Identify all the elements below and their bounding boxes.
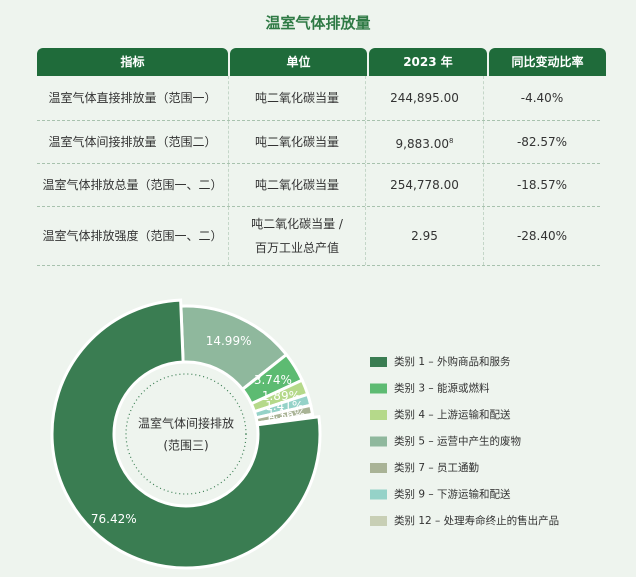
legend-swatch	[370, 489, 387, 500]
legend-label: 类别 3 – 能源或燃料	[394, 382, 490, 395]
header-cell: 2023 年	[369, 48, 487, 76]
legend-label: 类别 1 – 外购商品和服务	[394, 355, 511, 368]
cell-value: 254,778.00	[390, 178, 459, 192]
cell-text: 2.95	[411, 224, 438, 248]
slice-label: 76.42%	[91, 512, 137, 526]
table-cell: 244,895.00	[365, 76, 483, 120]
table-cell: 温室气体排放强度（范围一、二）	[37, 207, 228, 265]
cell-text: 9,883.008	[396, 129, 454, 156]
table-cell: 吨二氧化碳当量 / 百万工业总产值	[228, 207, 365, 265]
table-cell: 吨二氧化碳当量	[228, 76, 365, 120]
dotted-ring	[125, 373, 247, 495]
cell-value: -4.40%	[520, 91, 564, 105]
cell-value: 温室气体排放强度（范围一、二）	[42, 229, 223, 243]
table-row: 温室气体排放强度（范围一、二） 吨二氧化碳当量 / 百万工业总产值 2.95 -28.4…	[37, 207, 600, 266]
center-label: 温室气体间接排放	[138, 416, 234, 431]
cell-text: -28.40%	[517, 224, 567, 248]
table-cell: 温室气体直接排放量（范围一）	[37, 76, 228, 120]
center-label: (范围三)	[163, 439, 208, 453]
legend-label: 类别 7 – 员工通勤	[394, 461, 479, 474]
cell-text: 温室气体间接排放量（范围二）	[48, 130, 216, 154]
cell-text: -4.40%	[521, 86, 563, 110]
cell-line: 吨二氧化碳当量	[254, 178, 339, 192]
cell-line: 吨二氧化碳当量	[254, 135, 339, 149]
table-cell: -82.57%	[483, 121, 600, 163]
cell-text: 244,895.00	[390, 86, 459, 110]
table-row: 温室气体直接排放量（范围一） 吨二氧化碳当量 244,895.00 -4.40%	[37, 76, 600, 121]
table-cell: 吨二氧化碳当量	[228, 121, 365, 163]
table: 指标 单位 2023 年同比变动比率温室气体直接排放量（范围一） 吨二氧化碳当量 244…	[37, 48, 606, 266]
table-cell: 温室气体排放总量（范围一、二）	[37, 164, 228, 206]
cell-value: -18.57%	[516, 178, 568, 192]
legend-swatch	[370, 383, 387, 394]
table-cell: 吨二氧化碳当量	[228, 164, 365, 206]
table-cell: 温室气体间接排放量（范围二）	[37, 121, 228, 163]
table-cell: -28.40%	[483, 207, 600, 265]
table-cell: 2.95	[365, 207, 483, 265]
legend-swatch	[370, 436, 387, 447]
cell-value: 温室气体直接排放量（范围一）	[48, 91, 217, 105]
cell-value: -82.57%	[516, 135, 568, 149]
superscript: 8	[448, 136, 454, 145]
legend-swatch	[370, 410, 387, 420]
cell-value: -28.40%	[516, 229, 568, 243]
cell-line: 百万工业总产值	[254, 241, 339, 255]
legend-label: 类别 9 – 下游运输和配送	[394, 488, 511, 501]
cell-text: -82.57%	[517, 130, 567, 154]
legend-swatch	[370, 463, 387, 473]
table-cell: 254,778.00	[365, 164, 483, 206]
cell-line: 吨二氧化碳当量	[254, 91, 339, 105]
pie-slice	[50, 298, 322, 570]
table-row: 温室气体排放总量（范围一、二） 吨二氧化碳当量 254,778.00 -18.57%	[37, 164, 600, 207]
table-row: 温室气体间接排放量（范围二） 吨二氧化碳当量 9,883.008 -82.57%	[37, 121, 600, 164]
table-cell: 9,883.008	[365, 121, 483, 163]
center-disc	[116, 364, 256, 504]
cell-text: 温室气体排放强度（范围一、二）	[42, 224, 222, 248]
table-cell: -18.57%	[483, 164, 600, 206]
header-cell: 指标	[37, 48, 228, 76]
title: 温室气体排放量	[265, 14, 371, 32]
cell-text: 温室气体排放总量（范围一、二）	[42, 173, 222, 197]
legend-label: 类别 12 – 处理寿命终止的售出产品	[394, 514, 559, 527]
cell-value: 温室气体间接排放量（范围二）	[48, 135, 217, 149]
cell-value: 2.95	[411, 229, 438, 243]
cell-line: 吨二氧化碳当量 /	[251, 217, 343, 231]
table-cell: -4.40%	[483, 76, 600, 120]
header-cell: 同比变动比率	[489, 48, 606, 76]
legend-label: 类别 4 – 上游运输和配送	[394, 408, 511, 421]
cell-value: 9,883.00	[395, 136, 449, 151]
legend-swatch	[370, 516, 387, 526]
legend-label: 类别 5 – 运营中产生的废物	[394, 435, 521, 448]
slice-label: 14.99%	[206, 334, 252, 348]
slice-label: 3.74%	[254, 373, 292, 387]
cell-value: 温室气体排放总量（范围一、二）	[42, 178, 223, 192]
cell-text: 254,778.00	[390, 173, 459, 197]
header-row: 指标 单位 2023 年同比变动比率	[37, 48, 606, 76]
legend-swatch	[370, 357, 387, 367]
header-cell: 单位	[230, 48, 367, 76]
cell-text: -18.57%	[517, 173, 567, 197]
cell-value: 244,895.00	[390, 91, 459, 105]
cell-text: 温室气体直接排放量（范围一）	[48, 86, 216, 110]
